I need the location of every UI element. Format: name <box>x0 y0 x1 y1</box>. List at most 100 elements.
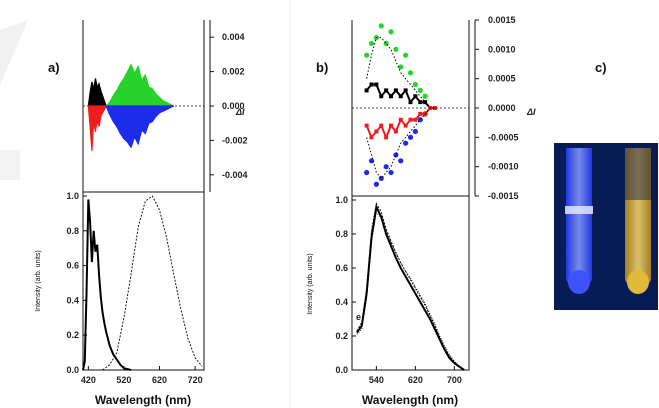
panel-b-upper-red-marker <box>432 106 437 110</box>
panel-b-upper-black-marker <box>393 88 398 93</box>
panel-b-upper-green-point <box>364 52 370 58</box>
panel-b-upper-black-marker <box>413 94 418 99</box>
panel-b-upper-green-point <box>417 87 423 93</box>
panel-a-lower-ytick-label: 0.6 <box>66 261 79 271</box>
panel-a-upper-ytick-label: -0.004 <box>222 170 248 180</box>
panel-a-lower-solid-series <box>82 199 132 371</box>
panel-b-upper-green-point <box>407 70 414 76</box>
blue-tube-body <box>566 148 592 291</box>
yellow-tube-bottom <box>627 270 649 294</box>
panel-b-lower-dotted-series <box>356 210 465 371</box>
panel-a: 0.004 0.002 0.000 -0.002 -0.004 ΔI 0.0 0.2 0.4… <box>35 20 248 407</box>
panel-b-ylabel: Intensity (arb. units) <box>307 253 314 314</box>
panel-b-upper-green-point <box>422 93 428 99</box>
panel-a-lower-xtick-label: 720 <box>188 375 203 385</box>
panel-a-lower-xtick-label: 520 <box>116 375 131 385</box>
panel-c-photo <box>554 143 658 310</box>
panel-a-xlabel: Wavelength (nm) <box>95 393 191 407</box>
panel-b-upper-black-marker <box>384 88 389 93</box>
panel-b-upper-red-marker <box>418 111 423 116</box>
panel-b-upper-green-point <box>378 23 384 29</box>
panel-b-lower-ytick-label: 0.4 <box>335 297 348 307</box>
panel-b-lower-solid-series <box>356 203 465 371</box>
panel-a-lower-ytick-label: 0.2 <box>66 330 79 340</box>
panel-b-upper-black-marker <box>364 88 369 93</box>
panel-a-lower-ytick-label: 1.0 <box>66 191 79 201</box>
panel-a-lower-series <box>82 195 203 371</box>
panel-b-upper-red-marker <box>364 123 369 128</box>
panel-a-upper-ytick-label: 0.002 <box>222 67 245 77</box>
panel-b-upper-red-marker <box>389 123 393 128</box>
blue-tube-bottom <box>568 270 590 294</box>
panel-b-lower-ytick-label: 0.8 <box>335 229 348 239</box>
panel-a-lower-dashed-series <box>102 195 203 371</box>
panel-a-upper-green-series <box>104 63 175 107</box>
panel-a-ylabel: Intensity (arb. units) <box>35 250 42 311</box>
panel-b-upper-black-marker <box>423 100 428 105</box>
panel-b-upper-ticks: 0.0015 0.0010 0.0005 0.0000 -0.0005 -0.0010 -0… <box>474 15 519 201</box>
panel-b-upper-ylabel: ΔI <box>526 107 536 117</box>
panel-b-upper-black-marker <box>369 82 374 87</box>
panel-b-upper-red-marker <box>384 135 389 140</box>
panel-a-upper-ytick-label: -0.002 <box>222 135 248 145</box>
panel-b-upper-blue-point <box>417 117 423 123</box>
panel-b-upper-blue-point <box>398 158 404 164</box>
panel-b-upper-green-point <box>368 40 375 47</box>
panel-b-lower-frame <box>351 195 470 371</box>
panel-b-upper-ytick-label: -0.0010 <box>488 162 519 172</box>
panel-b-upper-blue-point <box>393 152 399 158</box>
panel-b-upper-blue-point <box>412 128 418 135</box>
panel-label-c: c) <box>595 60 607 75</box>
panel-a-lower-xtick-label: 620 <box>152 375 167 385</box>
panel-b-upper-red-marker <box>374 129 379 134</box>
panel-a-upper-ylabel: ΔI <box>235 107 245 117</box>
panel-b-lower-ytick-label: 0.0 <box>335 365 348 375</box>
panel-b-lower-ytick-label: 0.2 <box>335 331 348 341</box>
panel-b-lower-series <box>356 202 465 371</box>
panel-b-lower-dashed-series <box>356 202 465 371</box>
panel-b-upper-green-point <box>388 29 394 35</box>
bg-decoration <box>0 20 28 85</box>
panel-b-lower-ticks: 0.0 0.2 0.4 0.6 0.8 1.0 540 620 700 <box>335 195 461 385</box>
panel-b-lower-xtick-label: 620 <box>408 375 423 385</box>
panel-b-lower-xtick-label: 540 <box>369 375 384 385</box>
panel-b-upper-green-point <box>398 64 404 70</box>
panel-b-upper-black-marker <box>374 82 379 87</box>
panel-b-upper-red-marker <box>413 117 418 122</box>
panel-b-upper-blue-point <box>368 158 375 164</box>
panel-b-upper-ytick-label: -0.0005 <box>488 132 519 142</box>
panel-b-upper-ytick-label: 0.0000 <box>488 103 516 113</box>
panel-b-upper-black-marker <box>408 100 413 105</box>
panel-b-upper-ytick-label: 0.0010 <box>488 44 516 54</box>
panel-b-annotation: e <box>356 312 361 322</box>
panel-b-upper-red-marker <box>379 123 384 128</box>
panel-a-upper-red-series <box>87 105 108 151</box>
panel-b-lower-xtick-label: 700 <box>447 375 462 385</box>
panel-b-upper-green-point <box>412 81 418 88</box>
panel-a-upper-black-series <box>87 78 107 107</box>
panel-b-upper-red-marker <box>408 117 413 122</box>
panel-b-upper-red-marker <box>369 135 374 140</box>
panel-b-upper-blue-point <box>364 169 370 176</box>
panel-a-upper-ticks: 0.004 0.002 0.000 -0.002 -0.004 <box>209 20 248 192</box>
panel-b-upper-black-marker <box>389 94 393 99</box>
panel-b-xlabel: Wavelength (nm) <box>362 393 458 407</box>
panel-b-upper-red-marker <box>398 117 403 122</box>
panel-b-upper-ytick-label: 0.0005 <box>488 74 516 84</box>
panel-a-lower-frame <box>82 191 205 371</box>
panel-a-lower-xtick-label: 420 <box>81 375 96 385</box>
panel-b-upper-black-marker <box>418 100 423 105</box>
panel-a-lower-ytick-label: 0.0 <box>66 365 79 375</box>
panel-a-lower-ytick-label: 0.4 <box>66 295 79 305</box>
panel-b-upper-envelope-series <box>366 107 435 180</box>
panel-b-upper-black-marker <box>379 94 384 99</box>
panel-b: 0.0015 0.0010 0.0005 0.0000 -0.0005 -0.0010 -0… <box>307 15 536 407</box>
panel-b-lower-ytick-label: 1.0 <box>335 195 348 205</box>
panel-b-upper-series <box>352 23 469 187</box>
panel-b-upper-envelope-series <box>366 37 435 109</box>
panel-b-upper-blue-point <box>373 181 379 187</box>
panel-a-lower-ytick-label: 0.8 <box>66 226 79 236</box>
panel-b-upper-blue-point <box>407 134 414 140</box>
panel-b-upper-red-marker <box>403 123 408 128</box>
